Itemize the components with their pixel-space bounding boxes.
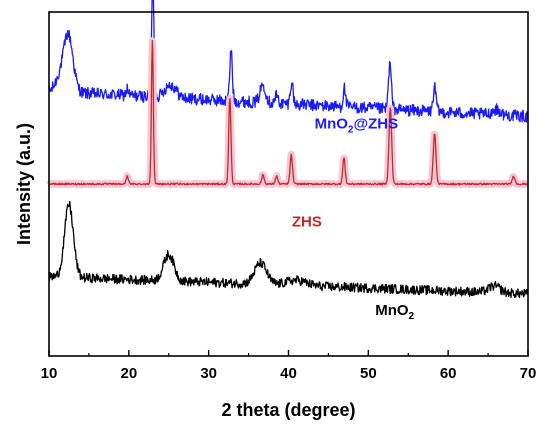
x-tick-label: 40 [280,365,297,382]
series-layer [46,0,531,299]
x-tick-label: 20 [120,365,137,382]
series-line-mno2-zhs [48,0,529,123]
series-label-mno2-zhs: MnO2@ZHS [315,115,399,135]
x-axis-title: 2 theta (degree) [221,400,355,420]
label-layer: MnO2@ZHS ZHS MnO2 [292,115,415,322]
x-tick-label: 50 [360,365,377,382]
x-tick-label: 70 [520,365,537,382]
x-tick-label: 30 [200,365,217,382]
series-label-zhs: ZHS [292,213,322,230]
series-label-mno2: MnO2 [375,302,414,322]
x-tick-label: 10 [41,365,58,382]
series-line-zhs [48,39,529,186]
series-line-mno2 [48,200,529,299]
y-axis-title: Intensity (a.u.) [14,123,34,245]
x-tick-label: 60 [440,365,457,382]
tick-layer: 10 20 30 40 50 60 70 [41,350,537,382]
